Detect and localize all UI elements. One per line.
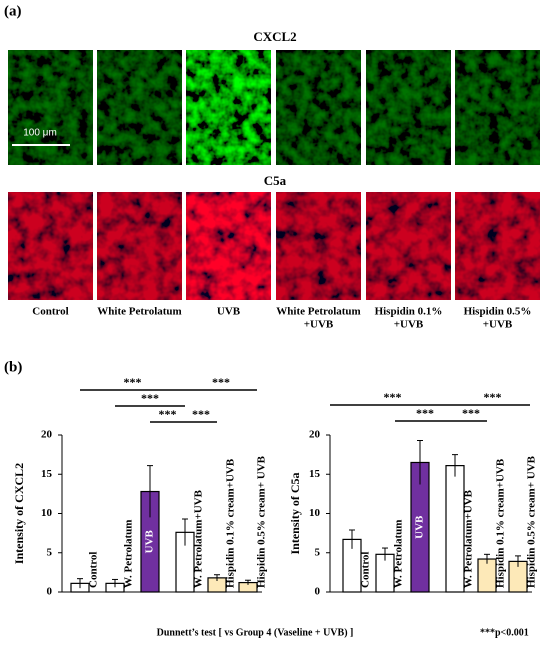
p-value: ***p<0.001 [480,627,529,638]
category-label: Control [360,552,372,588]
y-axis-label: Intensity of CXCL2 [12,463,26,564]
significance-label: *** [212,375,230,389]
micrograph-texture [97,50,182,165]
row-title: C5a [264,173,287,188]
micrograph-texture [276,50,361,165]
category-label: Hispidin 0.1% cream+UVB [495,458,507,588]
group-label: White Petrolatum [276,306,360,318]
y-axis-label: Intensity of C5a [288,472,302,554]
group-label: Hispidin 0.5% [464,306,532,318]
y-tick-label: 10 [309,507,321,519]
y-tick-label: 20 [309,429,321,441]
significance-label: *** [484,390,502,404]
y-tick-label: 5 [315,546,321,558]
scale-bar-label: 100 μm [23,128,57,139]
row-title: CXCL2 [253,29,296,44]
micrograph-texture [8,192,93,300]
panel-label: (a) [4,3,22,19]
category-label: Hispidin 0.1% cream+UVB [225,458,237,588]
group-subtitle: +UVB [394,319,424,331]
micrograph-texture [455,50,540,165]
category-label: W. Petrolatum+UVB [193,489,205,588]
y-tick-label: 0 [47,586,53,598]
y-tick-label: 15 [309,468,321,480]
group-label: Control [32,306,68,318]
bar [445,465,465,593]
y-tick-label: 5 [47,546,53,558]
significance-label: *** [124,375,142,389]
significance-label: *** [192,407,210,421]
significance-label: *** [141,391,159,405]
significance-label: *** [384,390,402,404]
micrograph-texture [97,192,182,300]
micrograph-texture [186,50,271,165]
y-tick-label: 0 [315,586,321,598]
significance-label: *** [159,407,177,421]
category-label: UVB [144,529,156,553]
category-label: W. Petrolatum [123,520,135,588]
y-tick-label: 20 [41,429,53,441]
micrograph-texture [455,192,540,300]
panel-label: (b) [4,359,22,375]
group-subtitle: +UVB [304,319,334,331]
micrograph-texture [8,50,93,165]
group-label: White Petrolatum [97,306,181,318]
y-tick-label: 15 [41,468,53,480]
group-label: UVB [217,306,241,318]
category-label: Hispidin 0.5% cream+ UVB [256,455,268,588]
y-tick-label: 10 [41,507,53,519]
group-label: Hispidin 0.1% [375,306,443,318]
micrographs [8,50,540,300]
category-label: Hispidin 0.5% cream+ UVB [526,455,538,588]
group-subtitle: +UVB [483,319,513,331]
category-label: W. Petrolatum [393,520,405,588]
significance-label: *** [416,406,434,420]
micrograph-texture [186,192,271,300]
category-label: UVB [414,515,426,539]
category-label: W. Petrolatum+UVB [463,489,475,588]
bar [477,558,497,593]
significance-label: *** [462,406,480,420]
micrograph-texture [366,50,451,165]
micrograph-texture [366,192,451,300]
footnote: Dunnett’s test [ vs Group 4 (Vaseline + … [157,627,354,638]
group-labels: Control White Petrolatum UVB White Petrolat… [32,306,531,331]
category-label: Control [88,552,100,588]
micrograph-texture [276,192,361,300]
